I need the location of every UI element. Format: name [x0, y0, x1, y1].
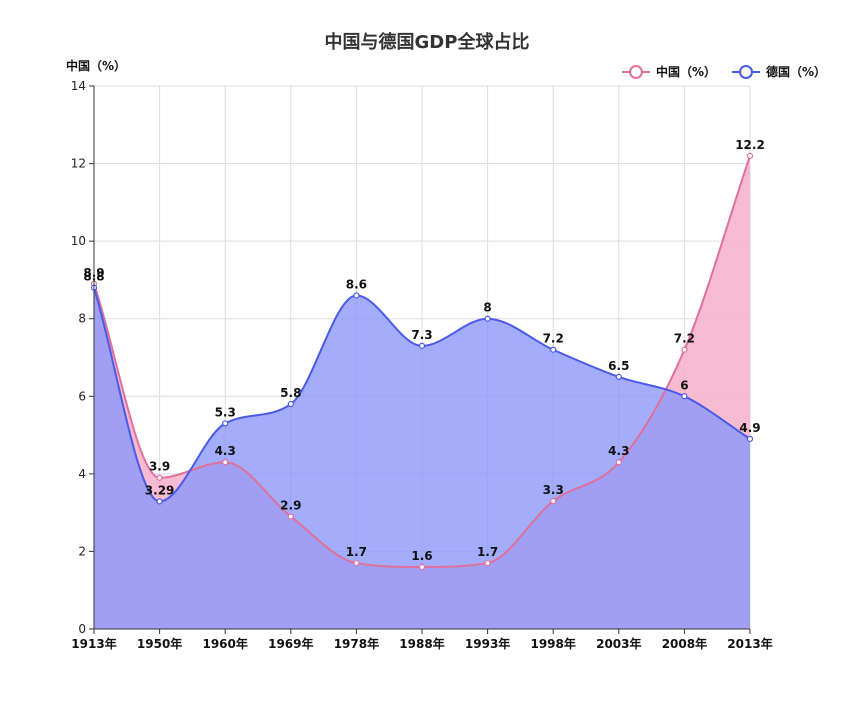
point-china: [353, 559, 360, 567]
point-china: [222, 459, 229, 466]
y-tick-label: 12: [71, 157, 86, 171]
point-china: [287, 513, 294, 520]
point-china: [615, 459, 622, 466]
x-tick-label: 1988年: [399, 636, 444, 651]
data-label-china: 4.3: [215, 444, 236, 458]
legend-china-icon: [621, 64, 650, 79]
x-tick-label: 2003年: [596, 636, 641, 651]
point-germany: [418, 342, 426, 349]
point-germany: [615, 373, 622, 380]
data-label-germany: 7.3: [411, 328, 432, 342]
legend[interactable]: 中国（%） 德国（%）: [621, 63, 826, 80]
data-label-china: 1.6: [411, 549, 432, 563]
point-germany: [353, 292, 360, 299]
data-label-china: 1.7: [346, 545, 367, 559]
data-label-germany: 5.8: [280, 386, 301, 400]
y-tick-label: 4: [78, 467, 86, 481]
data-label-germany: 4.9: [739, 421, 760, 435]
x-tick-label: 1993年: [465, 636, 510, 651]
area-germany: [94, 287, 750, 629]
y-tick-label: 6: [78, 389, 86, 403]
legend-china-label: 中国（%）: [655, 65, 716, 79]
y-tick-label: 10: [71, 234, 86, 248]
y-axis-label: 中国（%）: [66, 59, 127, 73]
data-label-china: 3.9: [149, 460, 170, 474]
point-china: [156, 474, 163, 481]
point-germany: [156, 498, 163, 505]
data-label-china: 12.2: [735, 138, 765, 152]
point-china: [550, 497, 557, 505]
data-label-china: 7.2: [674, 332, 695, 346]
x-tick-label: 1960年: [202, 636, 247, 651]
legend-germany-label: 德国（%）: [765, 65, 826, 79]
x-tick-label: 1913年: [71, 636, 116, 651]
data-label-germany: 8.6: [346, 277, 367, 291]
x-tick-label: 1978年: [334, 636, 379, 651]
data-label-germany: 7.2: [543, 332, 564, 346]
x-tick-label: 2013年: [727, 636, 772, 651]
data-label-china: 3.3: [543, 483, 564, 497]
data-label-china: 2.9: [280, 499, 301, 513]
legend-item-germany[interactable]: 德国（%）: [731, 63, 826, 80]
y-tick-label: 2: [78, 544, 86, 558]
point-china: [418, 563, 426, 571]
data-label-china: 4.3: [608, 444, 629, 458]
x-tick-label: 1969年: [268, 636, 313, 651]
point-germany: [550, 346, 557, 353]
x-tick-label: 1998年: [530, 636, 575, 651]
data-label-germany: 5.3: [215, 405, 236, 419]
point-china: [681, 346, 688, 353]
y-tick-label: 0: [78, 622, 86, 636]
legend-germany-icon: [731, 64, 760, 79]
line-china: [93, 155, 751, 568]
data-label-china: 1.7: [477, 545, 498, 559]
y-tick-label: 14: [71, 79, 86, 93]
point-china: [484, 559, 491, 567]
point-germany: [222, 420, 229, 427]
x-tick-label: 2008年: [662, 636, 707, 651]
point-germany: [681, 393, 688, 400]
data-label-germany: 3.29: [145, 483, 175, 497]
data-label-germany: 8: [483, 301, 491, 315]
data-label-germany: 6: [680, 378, 688, 392]
chart-title: 中国与德国GDP全球占比: [324, 32, 530, 53]
point-germany: [287, 400, 294, 408]
y-tick-label: 8: [78, 312, 86, 326]
data-label-germany: 6.5: [608, 359, 629, 373]
point-germany: [484, 315, 491, 322]
x-tick-label: 1950年: [137, 636, 182, 651]
point-china: [746, 152, 754, 159]
point-germany: [746, 435, 754, 443]
legend-item-china[interactable]: 中国（%）: [621, 63, 716, 80]
